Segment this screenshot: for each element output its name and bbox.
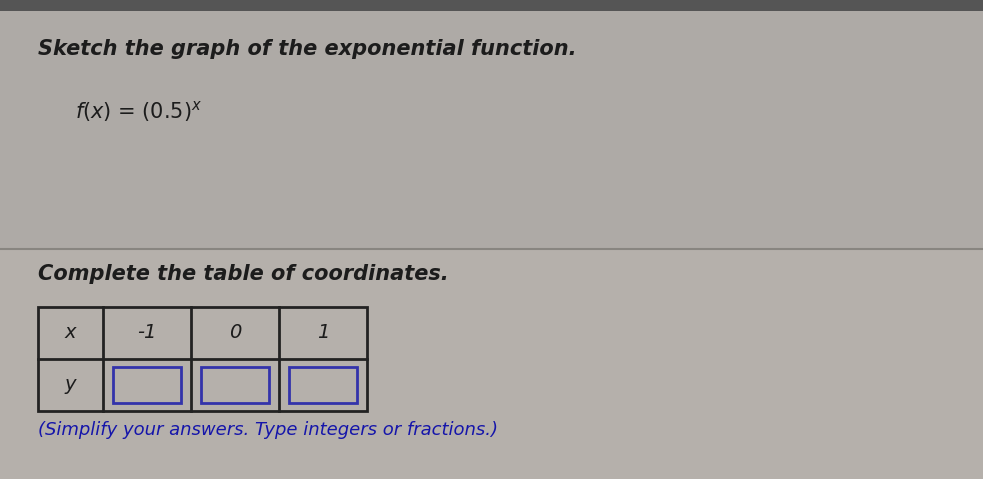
Text: $\it{f(x)}$ = (0.5)$^{\mathit{x}}$: $\it{f(x)}$ = (0.5)$^{\mathit{x}}$ [75,99,202,124]
Text: 1: 1 [317,323,329,342]
Text: Sketch the graph of the exponential function.: Sketch the graph of the exponential func… [38,39,576,59]
Bar [201,367,269,403]
Text: Complete the table of coordinates.: Complete the table of coordinates. [38,264,448,284]
Text: y: y [65,376,77,395]
Text: x: x [65,323,77,342]
Bar [0,0,983,11]
Text: -1: -1 [138,323,156,342]
Bar [0,249,983,479]
Text: 0: 0 [229,323,241,342]
Bar [0,11,983,249]
Bar [113,367,181,403]
Bar [289,367,357,403]
Text: (Simplify your answers. Type integers or fractions.): (Simplify your answers. Type integers or… [38,421,498,439]
Bar [38,307,367,411]
